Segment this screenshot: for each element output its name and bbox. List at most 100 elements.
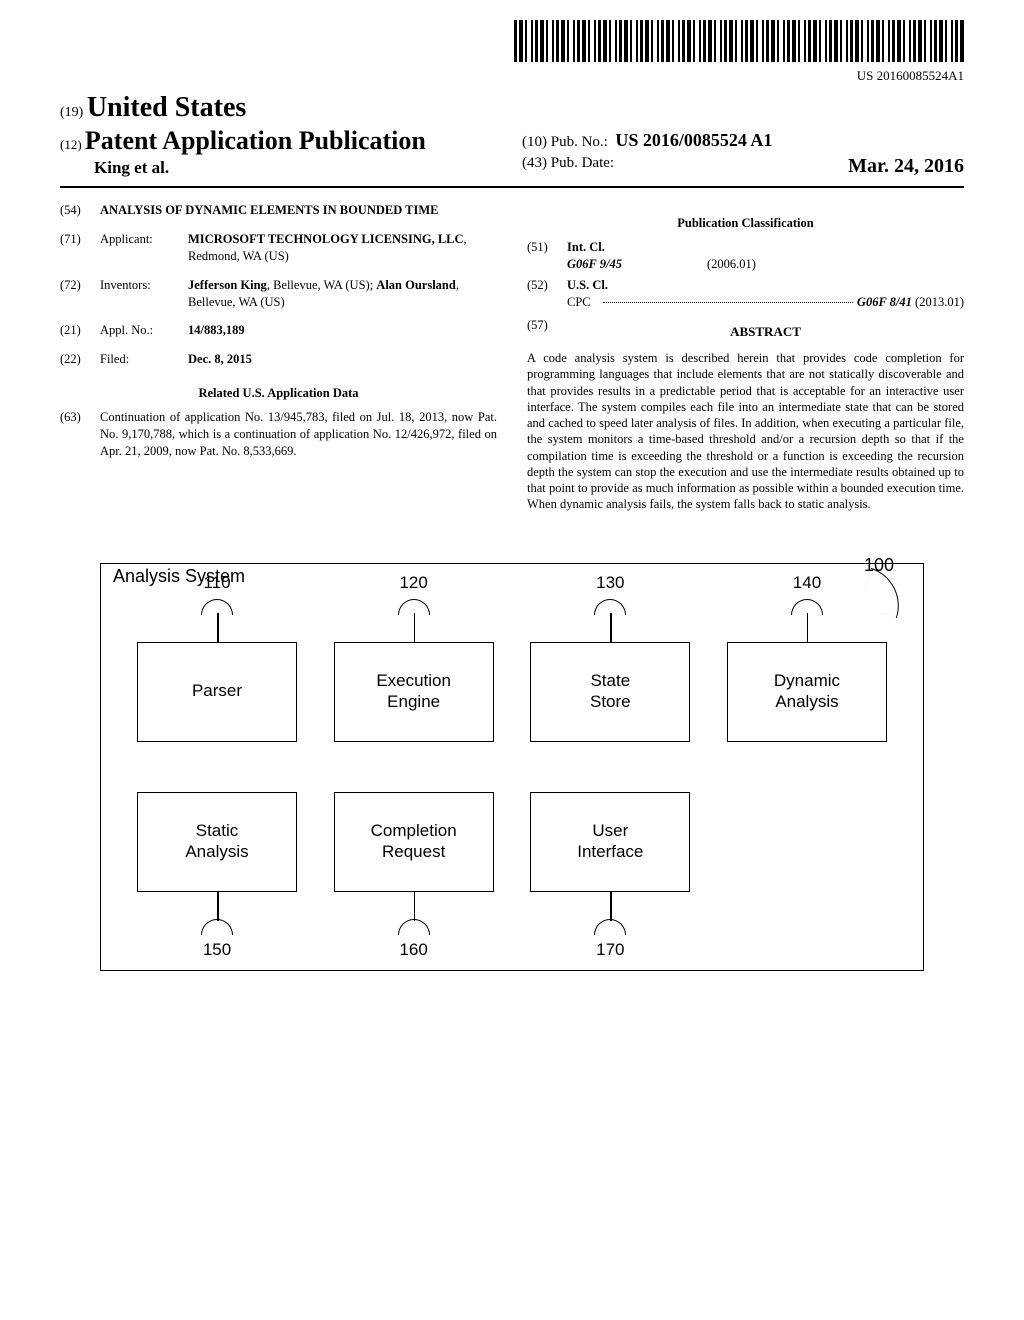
box-state-store-label: State Store (590, 671, 631, 712)
lead-curve (594, 919, 626, 935)
box-user-interface-label: User Interface (577, 821, 643, 862)
inventor-0-name: Jefferson King (188, 278, 267, 292)
inid-applno: (21) (60, 322, 100, 339)
cpc-code: G06F 8/41 (857, 295, 912, 309)
header-right: (10) Pub. No.: US 2016/0085524 A1 (43) P… (502, 130, 964, 178)
pubno-label: Pub. No.: (551, 134, 608, 150)
inventor-1-name: Alan Oursland (376, 278, 456, 292)
header-left: (19) United States (12) Patent Applicati… (60, 92, 502, 178)
country-name: United States (87, 92, 246, 123)
inid-title: (54) (60, 202, 100, 219)
field-filed: (22) Filed: Dec. 8, 2015 (60, 351, 497, 368)
lead-line (217, 891, 219, 921)
box-static-analysis: Static Analysis 150 (137, 792, 297, 892)
cpc-label: CPC (567, 294, 599, 311)
ref-150: 150 (203, 940, 231, 960)
inid-pubdate: (43) (522, 155, 547, 171)
left-column: (54) ANALYSIS OF DYNAMIC ELEMENTS IN BOU… (60, 202, 497, 513)
applicant-value: MICROSOFT TECHNOLOGY LICENSING, LLC, Red… (188, 231, 497, 265)
lead-line (414, 613, 416, 643)
cpc-date: (2013.01) (915, 295, 964, 309)
box-dynamic-analysis: 140 Dynamic Analysis (727, 642, 887, 742)
pubdate-value: Mar. 24, 2016 (848, 155, 964, 178)
inid-intcl: (51) (527, 239, 567, 273)
ref-170: 170 (596, 940, 624, 960)
lead-line (217, 613, 219, 643)
cpc-value: G06F 8/41 (2013.01) (857, 294, 964, 311)
field-abstract-head: (57) ABSTRACT (527, 317, 964, 347)
abstract-text: A code analysis system is described here… (527, 350, 964, 513)
inventors-value: Jefferson King, Bellevue, WA (US); Alan … (188, 277, 497, 311)
empty-slot (727, 792, 887, 892)
right-column: Publication Classification (51) Int. Cl.… (527, 202, 964, 513)
field-intcl: (51) Int. Cl. G06F 9/45 (2006.01) (527, 239, 964, 273)
related-heading: Related U.S. Application Data (60, 386, 497, 401)
cpc-dots (603, 302, 853, 303)
field-title: (54) ANALYSIS OF DYNAMIC ELEMENTS IN BOU… (60, 202, 497, 219)
pubtype-line: (12) Patent Application Publication (60, 126, 502, 156)
country-line: (19) United States (60, 92, 502, 124)
figure: 100 Analysis System 110 Parser 120 Execu… (60, 563, 964, 971)
ref-140: 140 (793, 573, 821, 593)
inid-pubno: (10) (522, 134, 547, 150)
lead-line (414, 891, 416, 921)
inid-abstract: (57) (527, 317, 567, 347)
box-completion-request: Completion Request 160 (334, 792, 494, 892)
classification-heading: Publication Classification (527, 216, 964, 231)
intcl-code: G06F 9/45 (567, 256, 667, 273)
applno-label: Appl. No.: (100, 322, 188, 339)
lead-line (610, 891, 612, 921)
applicant-name: MICROSOFT TECHNOLOGY LICENSING, LLC (188, 232, 464, 246)
author-line: King et al. (60, 158, 502, 178)
header: (19) United States (12) Patent Applicati… (60, 92, 964, 178)
ref-130: 130 (596, 573, 624, 593)
box-user-interface: User Interface 170 (530, 792, 690, 892)
biblio-columns: (54) ANALYSIS OF DYNAMIC ELEMENTS IN BOU… (60, 202, 964, 513)
field-inventors: (72) Inventors: Jefferson King, Bellevue… (60, 277, 497, 311)
pubno-value: US 2016/0085524 A1 (615, 130, 772, 150)
box-execution-engine: 120 Execution Engine (334, 642, 494, 742)
inid-country: (19) (60, 105, 83, 120)
applicant-label: Applicant: (100, 231, 188, 265)
lead-line (807, 613, 809, 643)
filed-label: Filed: (100, 351, 188, 368)
inid-filed: (22) (60, 351, 100, 368)
intcl-label: Int. Cl. (567, 239, 964, 256)
figure-row-top: 110 Parser 120 Execution Engine 130 Stat… (137, 642, 887, 742)
lead-curve (201, 919, 233, 935)
box-dynamic-analysis-label: Dynamic Analysis (774, 671, 840, 712)
lead-line (610, 613, 612, 643)
inid-applicant: (71) (60, 231, 100, 265)
field-applicant: (71) Applicant: MICROSOFT TECHNOLOGY LIC… (60, 231, 497, 265)
abstract-heading: ABSTRACT (567, 323, 964, 341)
inid-inventors: (72) (60, 277, 100, 311)
ref-160: 160 (399, 940, 427, 960)
box-completion-request-label: Completion Request (371, 821, 457, 862)
barcode-text: US 20160085524A1 (60, 68, 964, 84)
barcode-region: US 20160085524A1 (60, 20, 964, 84)
figure-row-bottom: Static Analysis 150 Completion Request 1… (137, 792, 887, 892)
box-parser-label: Parser (192, 681, 242, 701)
ref-110: 110 (203, 573, 230, 593)
related-text: Continuation of application No. 13/945,7… (100, 409, 497, 460)
field-related: (63) Continuation of application No. 13/… (60, 409, 497, 460)
uscl-value: U.S. Cl. CPC G06F 8/41 (2013.01) (567, 277, 964, 311)
barcode-bars (514, 20, 964, 62)
inventors-label: Inventors: (100, 277, 188, 311)
inid-related: (63) (60, 409, 100, 460)
intcl-value: Int. Cl. G06F 9/45 (2006.01) (567, 239, 964, 273)
pubdate-label: Pub. Date: (551, 155, 614, 171)
uscl-label: U.S. Cl. (567, 277, 964, 294)
field-uscl: (52) U.S. Cl. CPC G06F 8/41 (2013.01) (527, 277, 964, 311)
pubtype: Patent Application Publication (85, 126, 426, 155)
applno-value: 14/883,189 (188, 322, 497, 339)
ref-120: 120 (399, 573, 427, 593)
intcl-date: (2006.01) (667, 256, 756, 273)
pubdate-line: (43) Pub. Date: Mar. 24, 2016 (522, 155, 964, 172)
filed-value: Dec. 8, 2015 (188, 351, 497, 368)
field-applno: (21) Appl. No.: 14/883,189 (60, 322, 497, 339)
inid-pubtype: (12) (60, 137, 82, 152)
inid-uscl: (52) (527, 277, 567, 311)
inventor-0-rest: , Bellevue, WA (US); (267, 278, 373, 292)
box-parser: 110 Parser (137, 642, 297, 742)
